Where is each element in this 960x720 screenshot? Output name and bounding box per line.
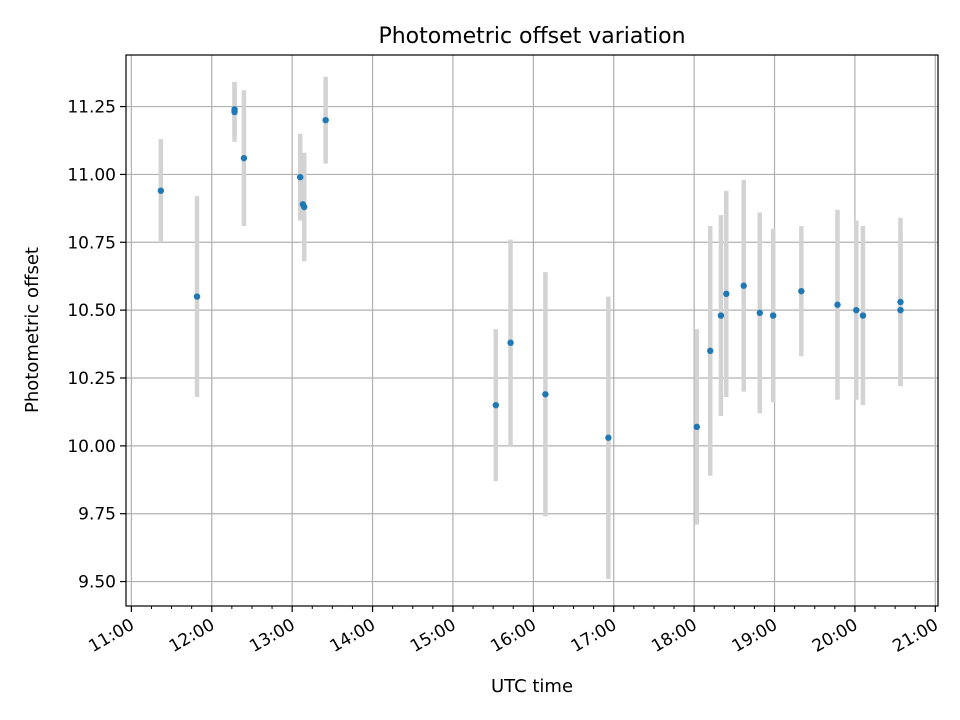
data-point xyxy=(798,287,805,295)
y-tick-label: 9.50 xyxy=(78,573,116,593)
data-point xyxy=(723,290,730,298)
y-tick-label: 11.25 xyxy=(67,98,116,118)
data-point xyxy=(542,391,549,398)
data-point xyxy=(707,347,714,355)
data-point xyxy=(859,312,867,319)
data-point xyxy=(693,423,701,431)
grid xyxy=(126,55,938,606)
data-point xyxy=(853,306,860,314)
data-point xyxy=(769,312,777,319)
data-point xyxy=(296,173,304,181)
y-tick-label: 11.00 xyxy=(67,165,116,185)
data-point xyxy=(507,339,514,346)
x-axis-label: UTC time xyxy=(491,676,573,697)
y-axis-label: Photometric offset xyxy=(22,247,43,413)
y-tick-label: 10.75 xyxy=(67,233,116,253)
data-point xyxy=(193,293,201,300)
data-point xyxy=(157,187,165,194)
data-points xyxy=(157,106,904,441)
y-tick-label: 9.75 xyxy=(78,505,116,525)
data-point xyxy=(301,203,308,211)
chart-title: Photometric offset variation xyxy=(378,24,685,49)
data-point xyxy=(756,309,763,317)
data-point xyxy=(231,106,238,113)
data-point xyxy=(717,312,725,319)
data-point xyxy=(740,282,747,289)
y-tick-label: 10.25 xyxy=(67,369,116,389)
data-point xyxy=(492,401,500,409)
data-point xyxy=(240,154,248,162)
data-point xyxy=(897,306,904,314)
data-point xyxy=(605,434,612,441)
axes-frame xyxy=(125,54,939,607)
data-point xyxy=(834,301,841,308)
y-tick-label: 10.50 xyxy=(67,301,116,321)
y-tick-label: 10.00 xyxy=(67,437,116,457)
data-point xyxy=(322,116,329,124)
y-axis-ticks: 9.50 9.75 10.00 10.25 10.50 10.75 11.00 11.25 xyxy=(67,98,126,593)
data-point xyxy=(897,298,904,306)
